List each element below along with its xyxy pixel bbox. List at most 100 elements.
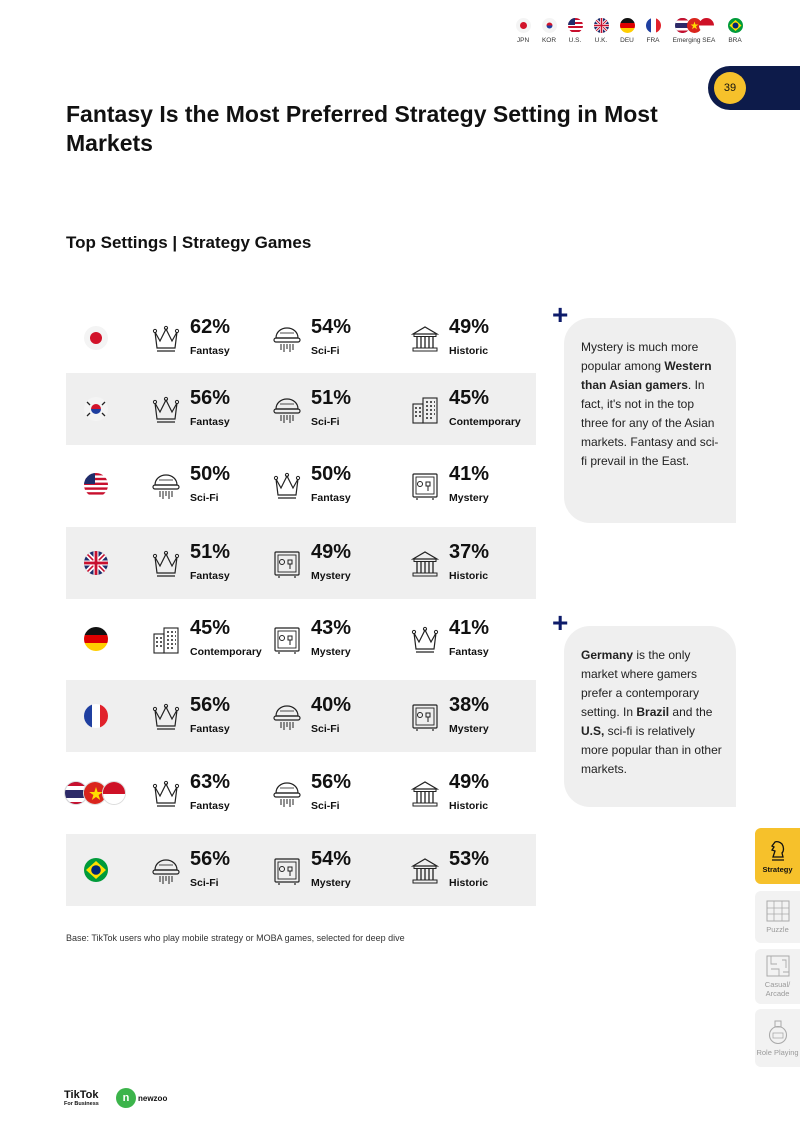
note-text: is the only market where gamers prefer a… bbox=[581, 648, 700, 719]
sea-flags-icon bbox=[674, 18, 714, 33]
note-emphasis: U.S, bbox=[581, 724, 605, 738]
france-flag-icon bbox=[645, 18, 661, 33]
setting-percent: 51% bbox=[190, 541, 231, 563]
setting-label: Historic bbox=[449, 800, 489, 812]
uk-flag-icon bbox=[593, 18, 609, 33]
maze-icon bbox=[766, 955, 789, 977]
setting-percent: 49% bbox=[311, 541, 352, 563]
side-tab-label: Casual/ Arcade bbox=[764, 980, 791, 998]
setting-label: Fantasy bbox=[190, 723, 230, 735]
spaceship-icon bbox=[273, 395, 301, 425]
legend-label: KOR bbox=[541, 37, 557, 44]
crown-icon bbox=[152, 549, 180, 579]
flag-deu-icon bbox=[84, 627, 108, 651]
flag-fra-icon bbox=[84, 704, 108, 728]
setting-label: Mystery bbox=[311, 570, 351, 582]
setting-label: Mystery bbox=[449, 492, 489, 504]
setting-percent: 45% bbox=[449, 387, 490, 409]
setting-label: Mystery bbox=[311, 646, 351, 658]
germany-flag-icon bbox=[619, 18, 635, 33]
flag-jpn-icon bbox=[84, 326, 108, 350]
legend-bra: BRA bbox=[722, 18, 748, 44]
setting-label: Sci-Fi bbox=[190, 492, 219, 504]
setting-percent: 62% bbox=[190, 316, 231, 338]
setting-percent: 50% bbox=[190, 463, 231, 485]
flag-uk-icon bbox=[84, 551, 108, 575]
setting-percent: 38% bbox=[449, 694, 490, 716]
setting-label: Sci-Fi bbox=[190, 877, 219, 889]
callout-note-mystery: Mystery is much more popular among Weste… bbox=[564, 318, 736, 523]
page-number-tab: 39 bbox=[708, 66, 800, 110]
flag-bra-icon bbox=[84, 858, 108, 882]
legend-label: U.S. bbox=[568, 37, 582, 44]
legend-uk: U.K. bbox=[588, 18, 614, 44]
side-tab-label: Strategy bbox=[762, 865, 793, 874]
setting-label: Historic bbox=[449, 570, 489, 582]
setting-label: Sci-Fi bbox=[311, 416, 340, 428]
note-emphasis: Brazil bbox=[636, 705, 670, 719]
setting-percent: 56% bbox=[311, 771, 352, 793]
table-row: 50% Sci-Fi 50% Fantasy 41% Mystery bbox=[66, 449, 536, 521]
setting-label: Historic bbox=[449, 877, 489, 889]
setting-percent: 56% bbox=[190, 694, 231, 716]
chess-knight-icon bbox=[770, 840, 784, 861]
side-tab-puzzle[interactable]: Puzzle bbox=[755, 891, 800, 943]
setting-percent: 37% bbox=[449, 541, 490, 563]
safe-icon bbox=[273, 625, 301, 655]
korea-flag-icon bbox=[541, 18, 557, 33]
table-row: 63% Fantasy 56% Sci-Fi 49% Historic bbox=[64, 757, 536, 829]
crown-icon bbox=[411, 625, 439, 655]
setting-label: Fantasy bbox=[190, 345, 230, 357]
legend-label: DEU bbox=[620, 37, 634, 44]
legend-label: Emerging SEA bbox=[672, 37, 716, 44]
legend-label: U.K. bbox=[594, 37, 608, 44]
setting-percent: 43% bbox=[311, 617, 352, 639]
table-row: 56% Fantasy 40% Sci-Fi 38% Mystery bbox=[66, 680, 536, 752]
section-subtitle: Top Settings | Strategy Games bbox=[66, 233, 312, 252]
temple-icon bbox=[410, 779, 440, 809]
note-text: sci-fi is relatively more popular than i… bbox=[581, 724, 722, 776]
flag-kor-icon bbox=[84, 397, 108, 421]
setting-label: Sci-Fi bbox=[311, 345, 340, 357]
brazil-flag-icon bbox=[727, 18, 743, 33]
legend-jpn: JPN bbox=[510, 18, 536, 44]
plus-icon: + bbox=[552, 607, 569, 638]
market-legend: JPN KOR U.S. U.K. DEU FRA Emerging SEA B… bbox=[510, 18, 748, 44]
setting-percent: 56% bbox=[190, 848, 231, 870]
plus-icon: + bbox=[552, 299, 569, 330]
temple-icon bbox=[410, 856, 440, 886]
setting-percent: 54% bbox=[311, 848, 352, 870]
spaceship-icon bbox=[273, 702, 301, 732]
crown-icon bbox=[273, 471, 301, 501]
safe-icon bbox=[411, 702, 439, 732]
table-row: 62% Fantasy 54% Sci-Fi 49% Historic bbox=[66, 302, 536, 374]
safe-icon bbox=[273, 856, 301, 886]
setting-label: Fantasy bbox=[190, 800, 230, 812]
flag-us-icon bbox=[84, 473, 108, 497]
tiktok-subtitle: For Business bbox=[64, 1101, 99, 1107]
legend-sea: Emerging SEA bbox=[666, 18, 722, 44]
tiktok-wordmark: TikTok bbox=[64, 1089, 99, 1101]
newzoo-logo: n newzoo bbox=[116, 1088, 167, 1108]
side-tab-strategy[interactable]: Strategy bbox=[755, 828, 800, 884]
page-title: Fantasy Is the Most Preferred Strategy S… bbox=[66, 101, 658, 156]
note-emphasis: Western than Asian gamers bbox=[581, 359, 712, 392]
spaceship-icon bbox=[152, 856, 180, 886]
side-tab-label: Puzzle bbox=[766, 925, 789, 934]
table-row: 45% Contemporary 43% Mystery 41% Fantasy bbox=[66, 603, 536, 675]
setting-percent: 50% bbox=[311, 463, 352, 485]
legend-kor: KOR bbox=[536, 18, 562, 44]
setting-label: Contemporary bbox=[190, 646, 262, 658]
setting-label: Sci-Fi bbox=[311, 723, 340, 735]
setting-percent: 49% bbox=[449, 771, 490, 793]
side-tab-role-playing[interactable]: Role Playing bbox=[755, 1009, 800, 1067]
setting-percent: 56% bbox=[190, 387, 231, 409]
setting-label: Fantasy bbox=[449, 646, 489, 658]
note-text: Mystery is much more popular among bbox=[581, 340, 699, 373]
sea-flags-icon bbox=[64, 781, 126, 805]
legend-label: FRA bbox=[646, 37, 660, 44]
note-emphasis: Germany bbox=[581, 648, 634, 662]
setting-label: Mystery bbox=[449, 723, 489, 735]
setting-percent: 49% bbox=[449, 316, 490, 338]
side-tab-casual-arcade[interactable]: Casual/ Arcade bbox=[755, 949, 800, 1004]
